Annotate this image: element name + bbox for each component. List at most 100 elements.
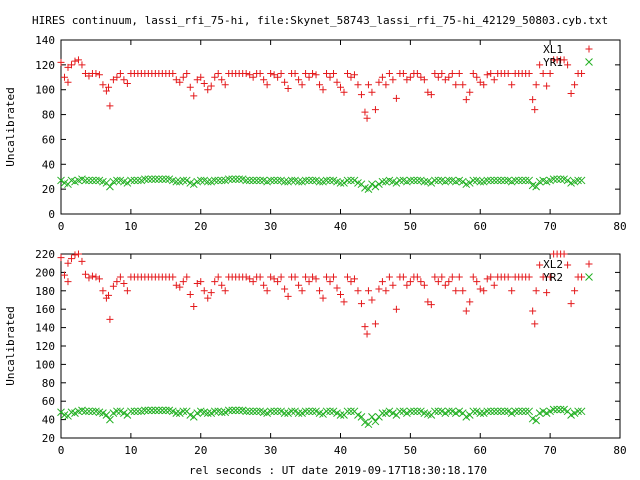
x-tick-label: 50 — [404, 220, 417, 233]
data-point-yr1 — [127, 176, 135, 185]
data-point-xl1 — [281, 78, 289, 86]
data-point-xl1 — [316, 81, 324, 89]
data-point-yr1 — [242, 176, 251, 185]
data-point-yr1 — [514, 176, 523, 185]
data-point-xl2 — [116, 273, 124, 281]
data-point-yr2 — [308, 407, 317, 416]
y-tick-label: 20 — [42, 183, 55, 196]
data-point-xl1 — [399, 70, 407, 78]
y-tick-label: 140 — [35, 34, 55, 47]
data-point-xl2 — [78, 257, 86, 265]
data-point-yr2 — [574, 407, 582, 416]
legend-swatch-xl1 — [585, 45, 593, 53]
data-point-yr2 — [553, 405, 561, 414]
data-point-yr2 — [364, 420, 373, 429]
data-point-yr2 — [127, 407, 135, 416]
data-point-xl2 — [480, 287, 488, 295]
data-point-yr1 — [147, 175, 156, 184]
data-point-yr1 — [130, 176, 139, 185]
data-point-xl2 — [473, 278, 481, 286]
y-tick-label: 100 — [35, 358, 55, 371]
data-point-xl2 — [343, 273, 351, 281]
data-point-xl1 — [363, 114, 371, 122]
data-point-xl1 — [571, 81, 579, 89]
data-point-yr2 — [532, 416, 541, 425]
data-point-xl2 — [183, 273, 191, 281]
data-point-yr1 — [113, 176, 121, 185]
data-point-yr1 — [326, 176, 334, 185]
data-point-yr2 — [347, 407, 355, 416]
x-tick-label: 80 — [613, 220, 626, 233]
data-point-yr2 — [497, 407, 506, 416]
data-point-xl2 — [403, 281, 411, 289]
data-point-xl1 — [305, 73, 313, 81]
data-point-xl1 — [546, 70, 554, 78]
data-point-xl2 — [260, 281, 268, 289]
data-point-yr1 — [434, 176, 443, 185]
data-point-xl1 — [462, 96, 470, 104]
y-tick-label: 200 — [35, 266, 55, 279]
data-point-xl2 — [95, 275, 103, 283]
data-point-yr1 — [280, 177, 289, 186]
data-point-xl1 — [302, 70, 310, 78]
data-point-xl1 — [504, 70, 512, 78]
data-point-xl2 — [441, 281, 449, 289]
x-tick-label: 20 — [194, 220, 207, 233]
top-plot-frame — [60, 39, 621, 215]
data-point-yr1 — [469, 176, 478, 185]
data-point-yr2 — [81, 407, 90, 416]
data-point-xl1 — [74, 56, 82, 64]
data-point-yr2 — [322, 407, 331, 416]
data-point-xl2 — [193, 279, 201, 287]
data-point-xl2 — [350, 275, 358, 283]
data-point-yr2 — [577, 407, 586, 416]
data-point-xl2 — [204, 294, 212, 302]
data-point-xl1 — [260, 76, 268, 84]
data-point-xl1 — [536, 61, 544, 69]
data-point-xl1 — [459, 81, 467, 89]
data-point-yr1 — [231, 175, 240, 184]
data-point-xl1 — [445, 73, 453, 81]
data-point-xl1 — [274, 73, 282, 81]
data-point-yr2 — [326, 407, 334, 416]
y-tick-label: 60 — [42, 133, 55, 146]
data-point-yr2 — [266, 407, 275, 416]
data-point-xl2 — [281, 285, 289, 293]
data-point-xl1 — [123, 80, 131, 87]
data-point-yr1 — [556, 175, 565, 184]
data-point-yr1 — [343, 176, 352, 185]
data-point-xl2 — [67, 255, 75, 263]
bottom-axis-ticks: 0 10 20 30 40 50 60 70 80 20 40 60 80 100 120 140 160 180… — [35, 248, 627, 457]
data-point-xl2 — [214, 273, 222, 281]
data-point-xl1 — [385, 70, 393, 78]
data-point-xl1 — [382, 81, 390, 89]
y-tick-label: 40 — [42, 414, 55, 427]
data-point-xl2 — [99, 287, 107, 295]
data-point-xl1 — [389, 76, 397, 84]
data-point-xl2 — [64, 278, 72, 286]
data-point-yr1 — [347, 176, 355, 185]
data-point-xl1 — [214, 70, 222, 78]
data-point-xl1 — [490, 76, 498, 84]
legend-label-yr2: YR2 — [543, 271, 563, 284]
data-point-xl1 — [218, 76, 226, 84]
data-point-yr2 — [140, 406, 149, 415]
data-point-yr1 — [158, 175, 167, 184]
data-point-yr2 — [493, 407, 502, 416]
data-point-yr2 — [444, 407, 453, 416]
data-point-yr1 — [196, 176, 205, 185]
top-legend: XL1 YR1 — [543, 43, 593, 69]
data-point-yr1 — [123, 179, 132, 187]
data-point-yr1 — [490, 176, 499, 185]
data-point-xl1 — [291, 70, 299, 78]
data-point-yr1 — [521, 176, 530, 185]
data-point-xl2 — [546, 273, 554, 281]
bottom-legend: XL2 YR2 — [543, 258, 593, 284]
data-point-xl2 — [295, 281, 303, 289]
data-point-xl2 — [211, 278, 219, 286]
data-point-xl1 — [71, 57, 79, 65]
data-point-yr1 — [161, 175, 170, 184]
data-point-xl2 — [368, 296, 376, 304]
data-point-xl1 — [221, 81, 229, 89]
